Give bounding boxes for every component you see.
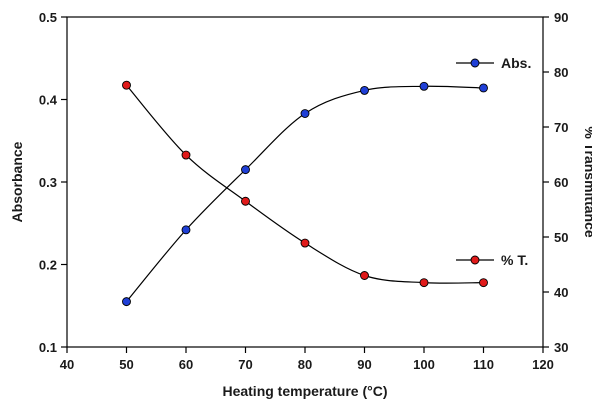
y2-axis-title: % Transmittance [582,126,592,237]
transmittance-data-point [122,80,131,90]
y2-tick-label: 50 [554,230,568,245]
y2-tick-label: 70 [554,120,568,135]
x-tick-label: 70 [238,357,252,372]
legend-transmittance-label: % T. [501,252,528,268]
transmittance-data-point [241,196,250,206]
x-tick-label: 100 [413,357,435,372]
transmittance-data-point [479,278,488,288]
x-tick-label: 50 [119,357,133,372]
absorbance-data-point [419,81,429,91]
absorbance-data-point [479,83,488,93]
y-axis-title: Absorbance [9,141,25,222]
absorbance-data-point [122,297,131,307]
x-tick-label: 120 [532,357,554,372]
x-tick-label: 110 [473,357,494,372]
y2-tick-label: 80 [554,65,568,80]
y-tick-label: 0.5 [39,10,57,25]
y-tick-label: 0.1 [39,340,57,355]
transmittance-data-point [360,271,369,280]
y2-tick-label: 60 [554,175,568,190]
x-tick-label: 80 [298,357,312,372]
x-tick-label: 40 [60,357,74,372]
legend-transmittance-marker [470,255,480,265]
transmittance-data-point [419,278,429,288]
absorbance-data-point [360,85,369,95]
absorbance-series-line [126,85,484,303]
transmittance-data-point [181,150,191,160]
x-tick-label: 60 [179,357,193,372]
x-tick-label: 90 [357,357,371,372]
legend-absorbance-marker [470,58,480,68]
legend-absorbance-label: Abs. [501,55,531,71]
absorbance-data-point [241,165,250,175]
y-tick-label: 0.2 [39,258,57,273]
y-tick-label: 0.3 [39,175,57,190]
y2-tick-label: 90 [554,10,568,25]
transmittance-data-point [300,238,310,248]
y2-tick-label: 30 [554,340,568,355]
plot-frame [66,16,544,348]
x-axis-title: Heating temperature (°C) [222,383,387,399]
y2-tick-label: 40 [554,285,568,300]
y-tick-label: 0.4 [39,93,58,108]
absorbance-data-point [181,225,191,235]
absorbance-data-point [300,109,310,118]
